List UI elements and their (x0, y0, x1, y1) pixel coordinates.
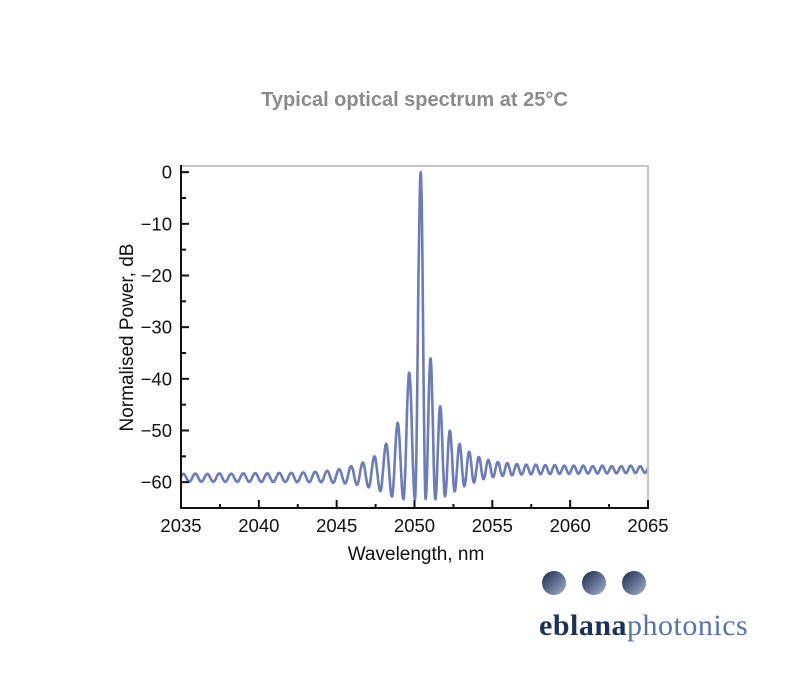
logo-dot-icon (622, 571, 646, 595)
x-axis-title: Wavelength, nm (348, 544, 485, 565)
y-tick-label: −60 (141, 472, 172, 493)
axis-ticks (180, 171, 649, 508)
y-tick-label: −10 (141, 213, 172, 234)
y-tick-label: −50 (141, 420, 172, 441)
axis-tick-labels: 2035 2040 2045 2050 2055 2060 2065 0 −10 −20 −30 −4… (141, 162, 669, 536)
logo-text-eblana: eblana (539, 609, 628, 642)
x-tick-label: 2060 (550, 515, 591, 536)
y-tick-label: −40 (141, 368, 172, 389)
x-tick-label: 2050 (394, 515, 435, 536)
y-tick-label: 0 (162, 162, 172, 183)
spectrum-line (179, 170, 650, 501)
y-tick-label: −30 (141, 317, 172, 338)
eblana-photonics-logo: eblanaphotonics (539, 571, 748, 641)
x-tick-label: 2055 (472, 515, 513, 536)
chart-title: Typical optical spectrum at 25°C (261, 89, 568, 111)
logo-dots (542, 571, 748, 595)
logo-dot-icon (542, 571, 566, 595)
logo-wordmark: eblanaphotonics (539, 611, 748, 641)
x-tick-label: 2040 (238, 515, 279, 536)
x-tick-label: 2045 (316, 515, 357, 536)
y-axis-title: Normalised Power, dB (117, 244, 138, 432)
y-tick-label: −20 (141, 265, 172, 286)
x-tick-label: 2065 (627, 515, 668, 536)
logo-text-photonics: photonics (627, 609, 749, 642)
x-tick-label: 2035 (160, 515, 201, 536)
logo-dot-icon (582, 571, 606, 595)
